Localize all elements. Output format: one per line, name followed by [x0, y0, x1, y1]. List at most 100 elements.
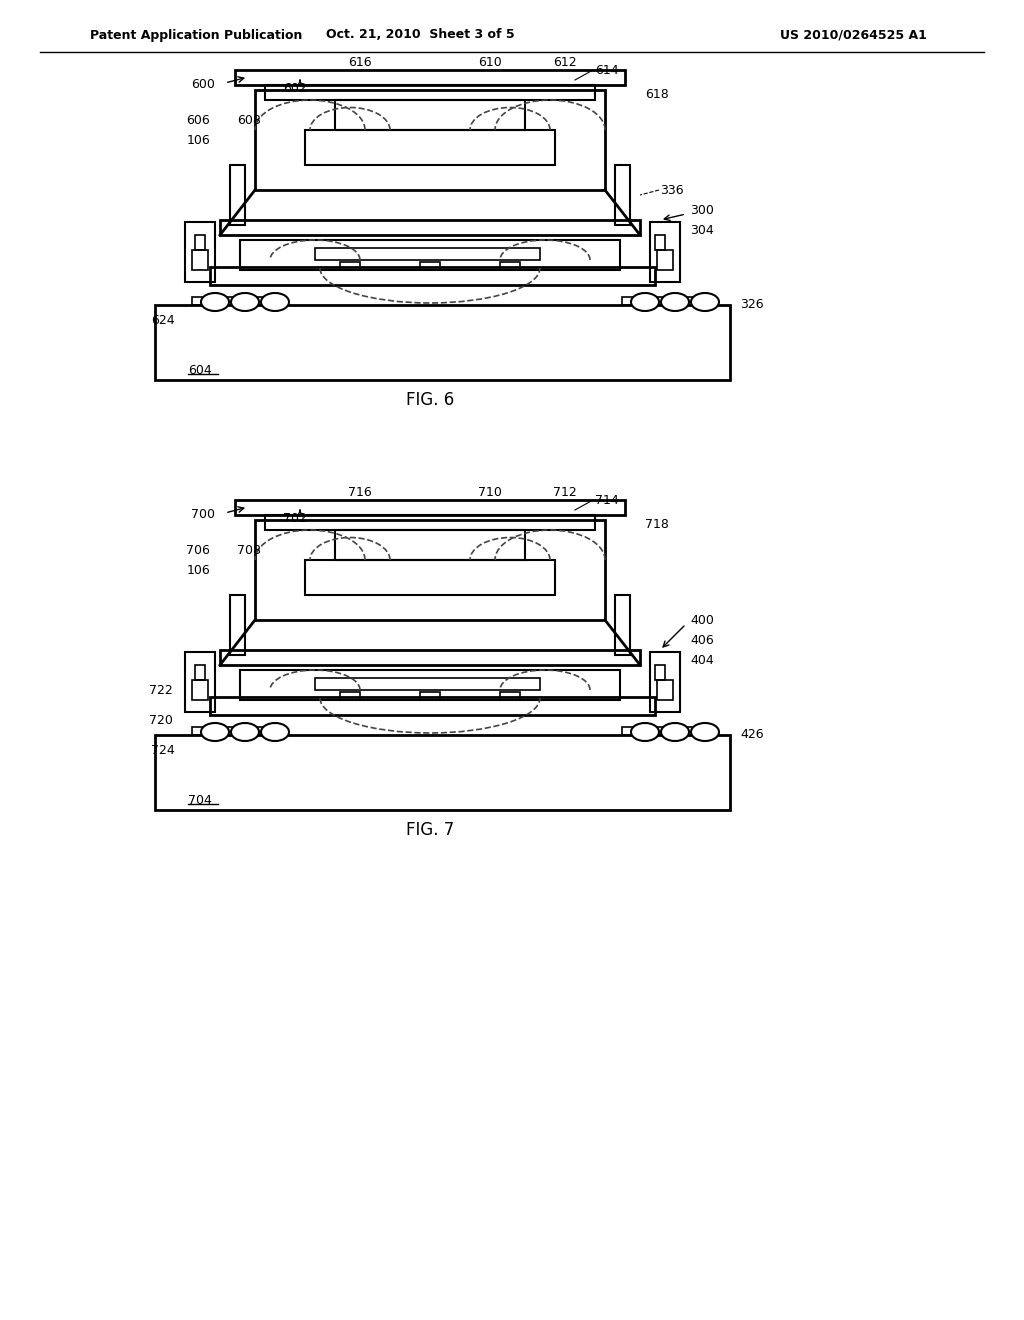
Text: 608: 608 [237, 114, 261, 127]
Bar [651, 727, 667, 735]
Bar [220, 649, 640, 665]
Text: US 2010/0264525 A1: US 2010/0264525 A1 [780, 29, 927, 41]
Ellipse shape [691, 293, 719, 312]
Text: 718: 718 [645, 519, 669, 532]
Bar [500, 692, 520, 700]
Ellipse shape [201, 293, 229, 312]
Bar [622, 727, 638, 735]
Bar [155, 305, 730, 380]
Text: FIG. 7: FIG. 7 [406, 821, 454, 840]
Ellipse shape [261, 293, 289, 312]
Text: 616: 616 [348, 55, 372, 69]
Bar [335, 531, 525, 560]
Text: FIG. 6: FIG. 6 [406, 391, 454, 409]
Bar [680, 297, 696, 305]
Text: 606: 606 [186, 114, 210, 127]
Bar [210, 697, 655, 715]
Bar [500, 261, 520, 271]
Ellipse shape [261, 723, 289, 741]
Bar [185, 652, 215, 711]
Ellipse shape [662, 293, 689, 312]
Bar [657, 680, 673, 700]
Text: 600: 600 [191, 78, 215, 91]
Text: 602: 602 [283, 82, 307, 95]
Text: 716: 716 [348, 486, 372, 499]
Text: 702: 702 [283, 511, 307, 524]
Bar [193, 297, 208, 305]
Ellipse shape [231, 723, 259, 741]
Bar [305, 129, 555, 165]
Bar [340, 261, 360, 271]
Text: 714: 714 [595, 494, 618, 507]
Bar [210, 267, 655, 285]
Text: 618: 618 [645, 88, 669, 102]
Bar [650, 652, 680, 711]
Bar [240, 671, 620, 700]
Text: 712: 712 [553, 486, 577, 499]
Text: 704: 704 [188, 793, 212, 807]
Bar [255, 520, 605, 620]
Bar [220, 297, 236, 305]
Bar [230, 165, 245, 224]
Text: 336: 336 [660, 183, 684, 197]
Text: 300: 300 [690, 203, 714, 216]
Bar [195, 665, 205, 680]
Bar [193, 249, 208, 271]
Text: 700: 700 [191, 508, 215, 521]
Text: 610: 610 [478, 55, 502, 69]
Bar [155, 735, 730, 810]
Bar [220, 220, 640, 235]
Bar [193, 727, 208, 735]
Bar [650, 222, 680, 282]
Ellipse shape [231, 293, 259, 312]
Ellipse shape [662, 723, 689, 741]
Bar [655, 235, 665, 249]
Text: 106: 106 [186, 564, 210, 577]
Bar [240, 240, 620, 271]
Bar [265, 515, 595, 531]
Text: 614: 614 [595, 63, 618, 77]
Bar [615, 165, 630, 224]
Bar [615, 595, 630, 655]
Text: 612: 612 [553, 55, 577, 69]
Bar [185, 222, 215, 282]
Bar [315, 678, 540, 690]
Bar [249, 727, 265, 735]
Bar [651, 297, 667, 305]
Ellipse shape [691, 723, 719, 741]
Bar [657, 249, 673, 271]
Bar [265, 84, 595, 100]
Text: 304: 304 [690, 223, 714, 236]
Bar [230, 595, 245, 655]
Text: 406: 406 [690, 634, 714, 647]
Text: 326: 326 [740, 298, 764, 312]
Text: 106: 106 [186, 133, 210, 147]
Text: 720: 720 [150, 714, 173, 726]
Bar [305, 560, 555, 595]
Bar [315, 248, 540, 260]
Ellipse shape [631, 723, 659, 741]
Bar [249, 297, 265, 305]
Bar [255, 90, 605, 190]
Text: Oct. 21, 2010  Sheet 3 of 5: Oct. 21, 2010 Sheet 3 of 5 [326, 29, 514, 41]
Text: Patent Application Publication: Patent Application Publication [90, 29, 302, 41]
Text: 710: 710 [478, 486, 502, 499]
Text: 404: 404 [690, 653, 714, 667]
Bar [340, 692, 360, 700]
Bar [420, 261, 440, 271]
Bar [234, 500, 625, 515]
Text: 724: 724 [152, 743, 175, 756]
Bar [195, 235, 205, 249]
Bar [655, 665, 665, 680]
Text: 400: 400 [690, 614, 714, 627]
Bar [622, 297, 638, 305]
Text: 604: 604 [188, 363, 212, 376]
Bar [220, 727, 236, 735]
Text: 624: 624 [152, 314, 175, 326]
Bar [420, 692, 440, 700]
Bar [335, 100, 525, 129]
Text: 708: 708 [237, 544, 261, 557]
Bar [680, 727, 696, 735]
Ellipse shape [201, 723, 229, 741]
Bar [193, 680, 208, 700]
